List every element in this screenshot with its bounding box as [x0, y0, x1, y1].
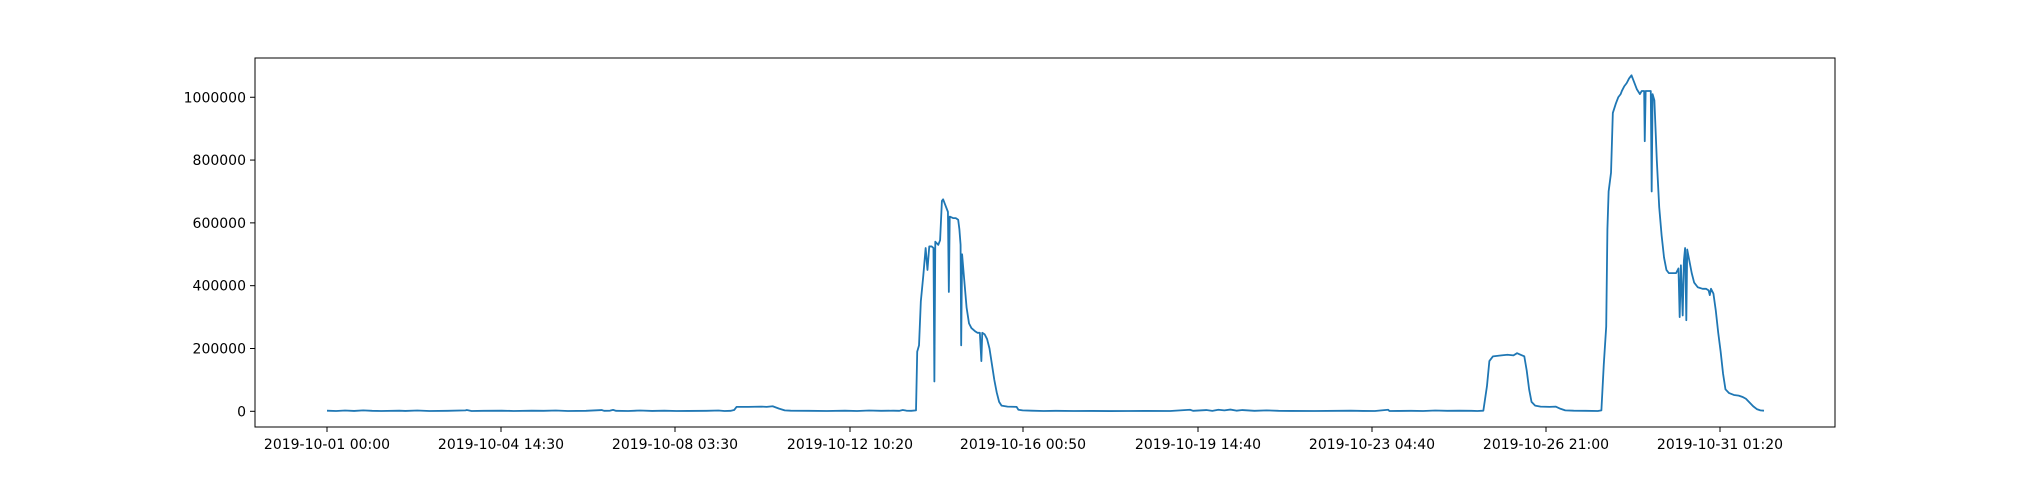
y-tick-label: 200000 — [193, 341, 246, 357]
x-tick-label: 2019-10-08 03:30 — [612, 437, 738, 453]
x-tick-label: 2019-10-19 14:40 — [1135, 437, 1261, 453]
y-axis: 0 200000 400000 600000 800000 1000000 — [184, 90, 255, 420]
plot-area-frame — [254, 57, 1836, 428]
y-tick-label: 0 — [237, 404, 246, 420]
y-tick-label: 400000 — [193, 279, 246, 295]
y-tick-label: 800000 — [193, 153, 246, 169]
x-tick-label: 2019-10-23 04:40 — [1309, 437, 1435, 453]
y-tick-label: 1000000 — [184, 90, 246, 106]
x-tick-label: 2019-10-04 14:30 — [438, 437, 564, 453]
x-tick-label: 2019-10-01 00:00 — [264, 437, 390, 453]
x-axis: 2019-10-01 00:00 2019-10-04 14:30 2019-10-… — [264, 427, 1783, 453]
y-tick-label: 600000 — [193, 216, 246, 232]
x-tick-label: 2019-10-12 10:20 — [787, 437, 913, 453]
series-line — [326, 74, 1765, 412]
x-tick-label: 2019-10-31 01:20 — [1657, 437, 1783, 453]
x-tick-label: 2019-10-26 21:00 — [1483, 437, 1609, 453]
x-tick-label: 2019-10-16 00:50 — [960, 437, 1086, 453]
series-layer — [326, 74, 1765, 412]
